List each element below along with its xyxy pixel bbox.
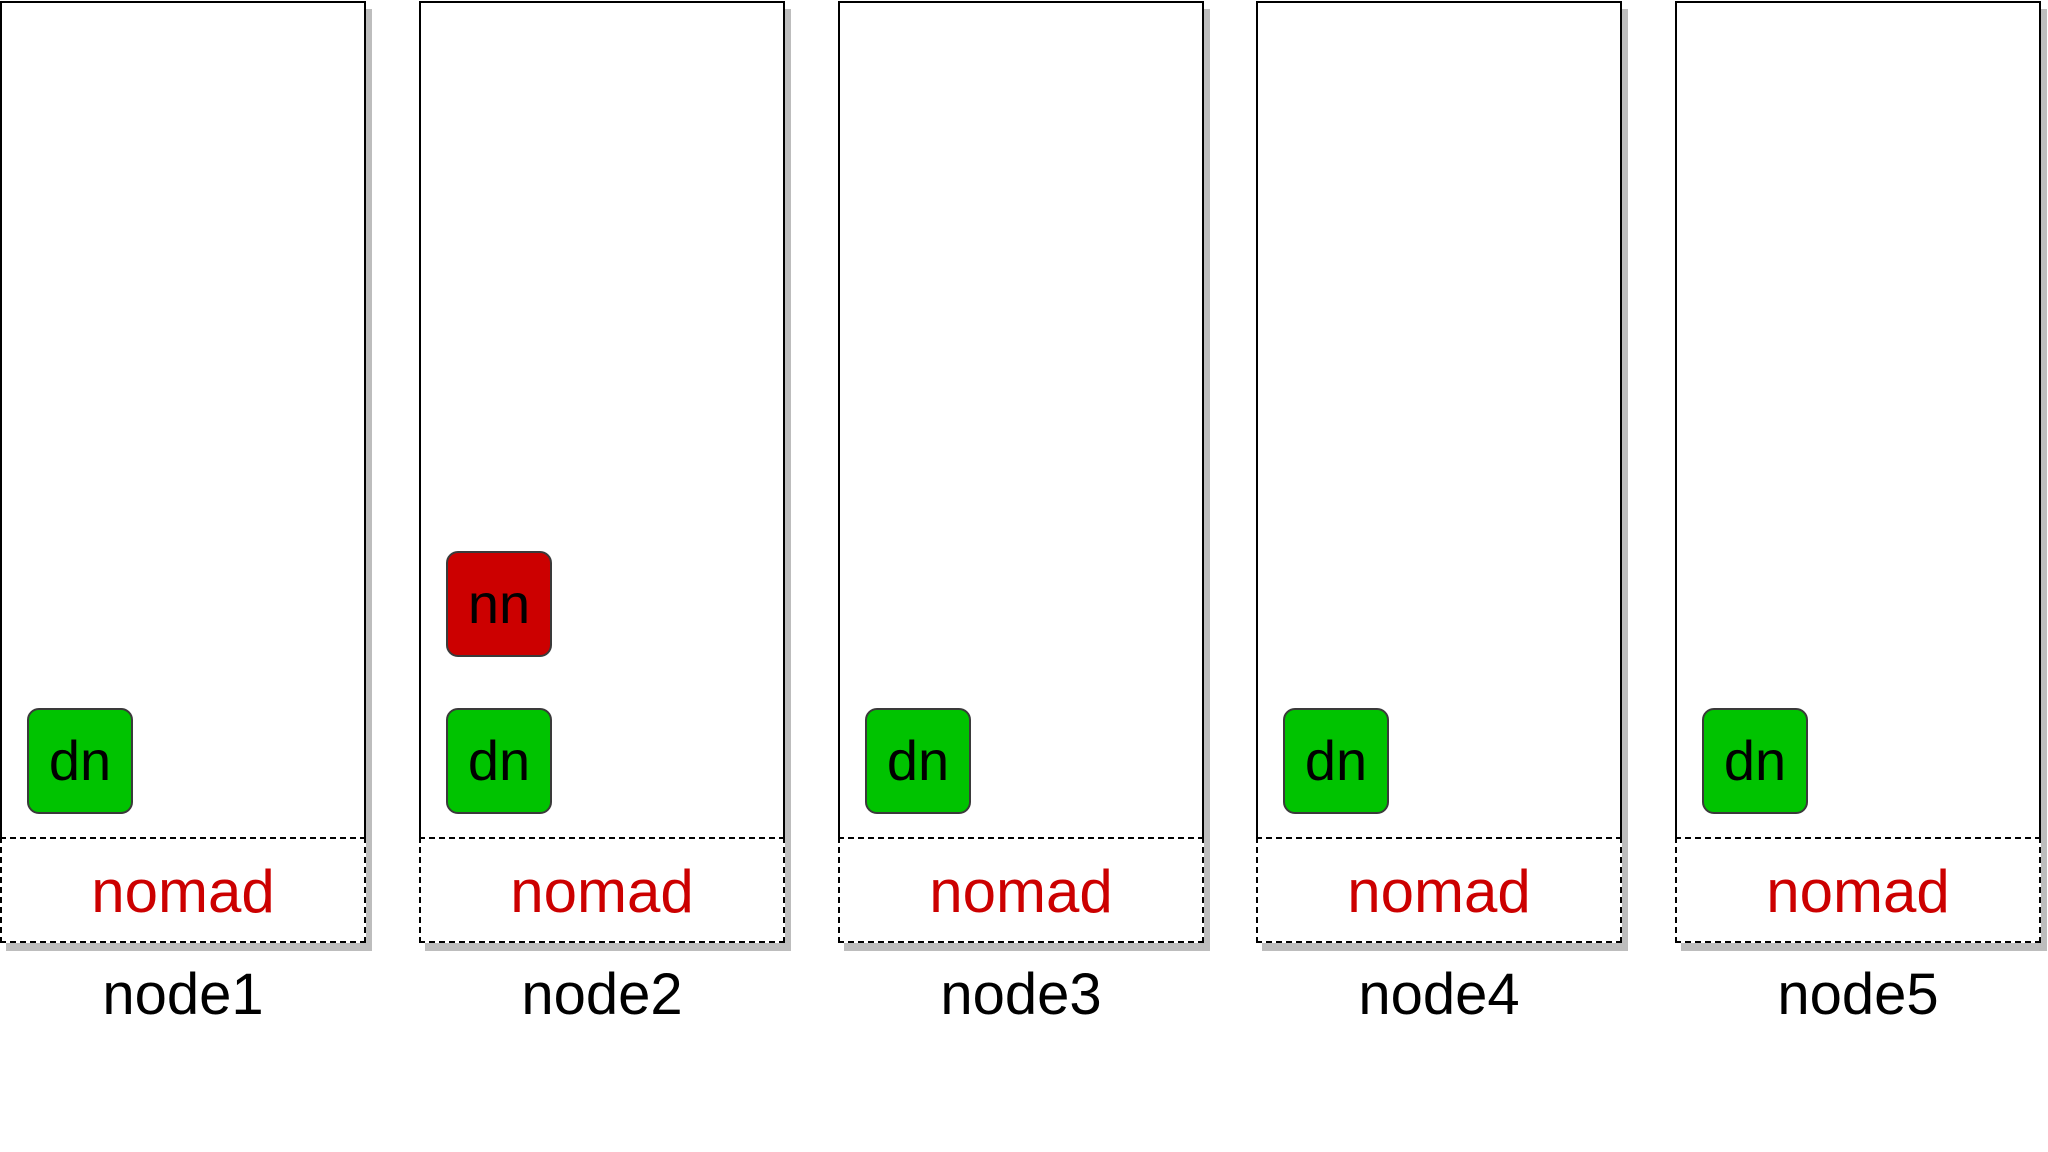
namenode-task: nn bbox=[446, 551, 552, 657]
node-label: node5 bbox=[1777, 962, 1939, 1027]
node-label: node3 bbox=[940, 962, 1102, 1027]
node-box-node1: dn nomad bbox=[0, 1, 366, 943]
nomad-agent-area: nomad bbox=[0, 837, 366, 943]
datanode-task: dn bbox=[865, 708, 971, 814]
nomad-agent-area: nomad bbox=[1675, 837, 2041, 943]
datanode-task: dn bbox=[27, 708, 133, 814]
task-label: nn bbox=[467, 572, 531, 635]
nomad-agent-area: nomad bbox=[419, 837, 785, 943]
task-label: dn bbox=[1304, 729, 1368, 792]
nomad-agent-label: nomad bbox=[1347, 858, 1531, 925]
task-label: dn bbox=[48, 729, 112, 792]
task-label: dn bbox=[1723, 729, 1787, 792]
datanode-task: dn bbox=[446, 708, 552, 814]
node-label: node4 bbox=[1358, 962, 1520, 1027]
nomad-agent-area: nomad bbox=[1256, 837, 1622, 943]
nomad-agent-label: nomad bbox=[91, 858, 275, 925]
node-label: node2 bbox=[521, 962, 683, 1027]
nomad-agent-label: nomad bbox=[1766, 858, 1950, 925]
node-box-node5: dn nomad bbox=[1675, 1, 2041, 943]
node-box-node3: dn nomad bbox=[838, 1, 1204, 943]
node-box-node2: nn dn nomad bbox=[419, 1, 785, 943]
nomad-agent-label: nomad bbox=[929, 858, 1113, 925]
node-box-node4: dn nomad bbox=[1256, 1, 1622, 943]
datanode-task: dn bbox=[1702, 708, 1808, 814]
nomad-agent-area: nomad bbox=[838, 837, 1204, 943]
task-label: dn bbox=[467, 729, 531, 792]
nomad-agent-label: nomad bbox=[510, 858, 694, 925]
node-label: node1 bbox=[102, 962, 264, 1027]
task-label: dn bbox=[886, 729, 950, 792]
datanode-task: dn bbox=[1283, 708, 1389, 814]
